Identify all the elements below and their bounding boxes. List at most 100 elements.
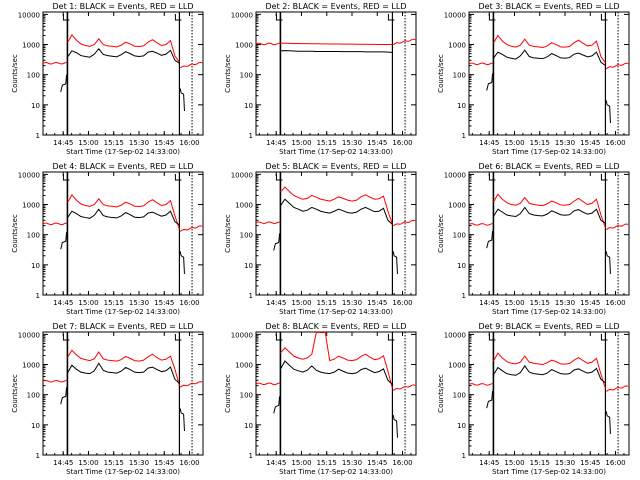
x-tick-label: 14:45 <box>479 139 499 147</box>
y-tick-label: 10 <box>31 102 40 110</box>
marker-bracket <box>62 334 70 341</box>
x-tick-label: 15:15 <box>104 299 124 307</box>
y-tick-label: 10 <box>457 262 466 270</box>
x-tick-label: 15:45 <box>154 459 174 467</box>
x-axis-label: Start Time (17-Sep-02 14:33:00) <box>279 468 393 476</box>
x-axis-label: Start Time (17-Sep-02 14:33:00) <box>66 148 180 156</box>
events-series <box>492 206 606 224</box>
x-tick-label: 15:00 <box>504 459 524 467</box>
marker-bracket <box>275 174 283 181</box>
y-tick-label: 10 <box>457 102 466 110</box>
x-tick-label: 16:00 <box>392 139 412 147</box>
x-axis-label: Start Time (17-Sep-02 14:33:00) <box>492 148 606 156</box>
y-tick-label: 1 <box>249 452 253 460</box>
plot-frame <box>468 11 630 136</box>
x-axis-label: Start Time (17-Sep-02 14:33:00) <box>492 468 606 476</box>
lld-pre-series <box>468 383 493 386</box>
marker-bracket <box>387 334 395 341</box>
detector-panel-7: Det 7: BLACK = Events, RED = LLD 1 10 100 10… <box>11 322 204 476</box>
plot-frame <box>42 11 204 136</box>
marker-bracket <box>275 14 283 21</box>
x-tick-label: 15:30 <box>555 299 575 307</box>
y-tick-label: 1 <box>462 132 466 140</box>
y-tick-label: 10000 <box>231 171 253 179</box>
events-series <box>493 49 606 67</box>
y-axis-label: Counts/sec <box>224 54 232 93</box>
marker-bracket <box>600 174 608 181</box>
lld-series <box>492 34 606 63</box>
lld-series <box>280 332 393 389</box>
y-axis-label: Counts/sec <box>11 54 19 93</box>
marker-bracket <box>387 14 395 21</box>
y-tick-label: 100 <box>27 72 40 80</box>
panel-title: Det 5: BLACK = Events, RED = LLD <box>266 162 407 171</box>
y-tick-label: 1000 <box>448 202 466 210</box>
marker-bracket <box>600 14 608 21</box>
lld-post-series <box>605 385 629 392</box>
y-tick-label: 1000 <box>22 362 40 370</box>
lld-post-series <box>392 219 416 227</box>
plot-frame <box>255 11 417 136</box>
lld-series <box>280 186 393 225</box>
x-tick-label: 15:30 <box>129 299 149 307</box>
events-series <box>67 208 180 226</box>
panel-title: Det 9: BLACK = Events, RED = LLD <box>479 322 620 331</box>
x-tick-label: 15:15 <box>530 139 550 147</box>
lld-pre-series <box>42 61 67 65</box>
y-tick-label: 100 <box>240 392 253 400</box>
y-axis-label: Counts/sec <box>437 214 445 253</box>
x-tick-label: 15:15 <box>104 139 124 147</box>
panel-title: Det 3: BLACK = Events, RED = LLD <box>479 2 620 11</box>
lld-pre-series <box>42 222 67 226</box>
events-pre-series <box>486 231 494 249</box>
y-tick-label: 10 <box>244 262 253 270</box>
lld-series <box>492 352 606 389</box>
y-axis-label: Counts/sec <box>437 374 445 413</box>
y-tick-label: 10000 <box>444 331 466 339</box>
x-tick-label: 15:00 <box>504 299 524 307</box>
marker-bracket <box>275 334 283 341</box>
events-post-series <box>392 415 398 438</box>
x-tick-label: 15:45 <box>367 139 387 147</box>
plot-frame <box>42 331 204 456</box>
lld-pre-series <box>255 382 280 386</box>
marker-bracket <box>387 174 395 181</box>
panel-title: Det 7: BLACK = Events, RED = LLD <box>53 322 194 331</box>
x-tick-label: 16:00 <box>392 459 412 467</box>
events-post-series <box>605 251 611 274</box>
detector-panel-5: Det 5: BLACK = Events, RED = LLD 1 10 100 10… <box>224 162 417 316</box>
x-tick-label: 16:00 <box>605 139 625 147</box>
x-tick-label: 15:45 <box>154 139 174 147</box>
x-tick-label: 15:00 <box>78 299 98 307</box>
detector-panel-3: Det 3: BLACK = Events, RED = LLD 1 10 100 10… <box>437 2 630 156</box>
events-series <box>280 198 393 225</box>
x-tick-label: 15:15 <box>317 459 337 467</box>
x-axis-label: Start Time (17-Sep-02 14:33:00) <box>279 148 393 156</box>
y-axis-label: Counts/sec <box>224 214 232 253</box>
y-tick-label: 1 <box>36 292 40 300</box>
events-pre-series <box>60 74 68 92</box>
lld-pre-series <box>42 379 67 383</box>
y-tick-label: 10000 <box>18 171 40 179</box>
x-tick-label: 15:45 <box>580 139 600 147</box>
events-pre-series <box>486 73 494 91</box>
plot-frame <box>468 331 630 456</box>
y-tick-label: 1000 <box>22 42 40 50</box>
x-tick-label: 16:00 <box>392 299 412 307</box>
lld-series <box>66 33 180 63</box>
lld-post-series <box>605 62 629 70</box>
x-tick-label: 15:00 <box>78 139 98 147</box>
x-tick-label: 16:00 <box>179 299 199 307</box>
y-tick-label: 10 <box>457 422 466 430</box>
x-tick-label: 14:45 <box>266 139 286 147</box>
x-tick-label: 14:45 <box>53 139 73 147</box>
detector-panel-1: Det 1: BLACK = Events, RED = LLD 1 10 100 10… <box>11 2 204 156</box>
y-tick-label: 100 <box>27 392 40 400</box>
y-tick-label: 1000 <box>235 202 253 210</box>
y-tick-label: 10 <box>31 262 40 270</box>
lld-post-series <box>392 384 416 391</box>
x-tick-label: 15:30 <box>342 459 362 467</box>
x-tick-label: 15:45 <box>367 299 387 307</box>
lld-pre-series <box>468 62 493 66</box>
events-post-series <box>605 100 611 124</box>
